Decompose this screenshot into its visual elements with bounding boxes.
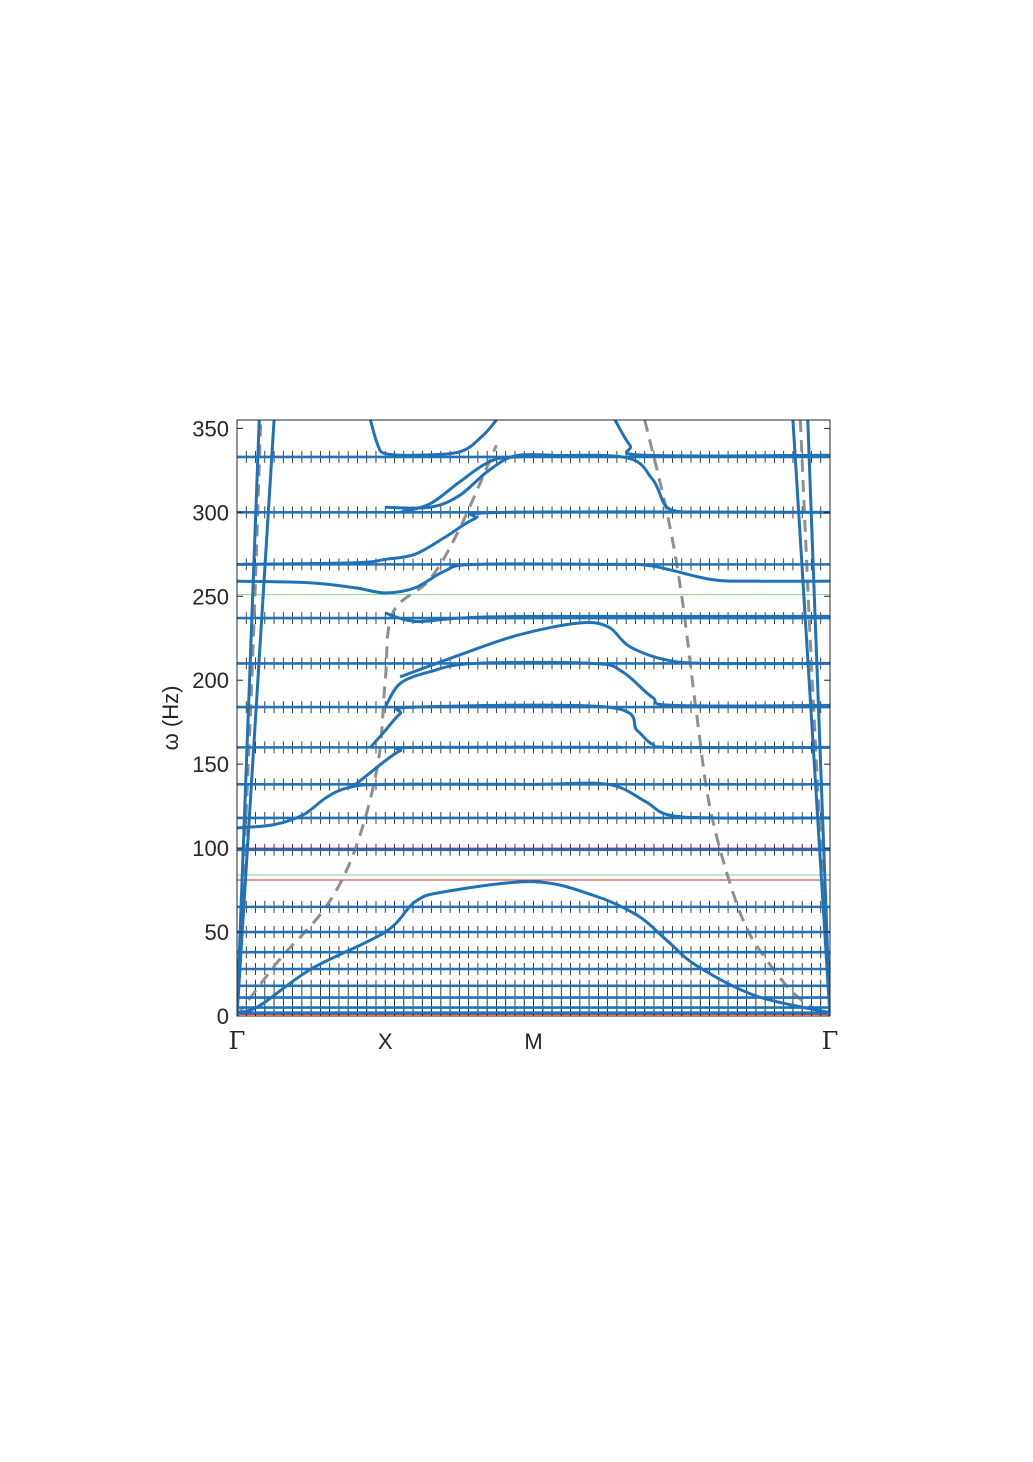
y-tick-label: 0	[217, 1004, 229, 1029]
dispersive-band	[354, 745, 623, 786]
x-tick-label: Γ	[229, 1027, 246, 1055]
linear-band	[806, 420, 830, 1016]
y-axis-label: ω (Hz)	[158, 686, 183, 751]
dashed-lines	[237, 420, 830, 1016]
dispersive-band	[384, 611, 830, 624]
x-tick-label: X	[378, 1029, 393, 1054]
plot-area	[237, 420, 830, 1016]
band-curves	[237, 420, 830, 1016]
dispersive-band	[383, 660, 830, 708]
dispersive-band	[399, 621, 830, 679]
y-tick-label: 100	[192, 836, 229, 861]
linear-band	[237, 420, 276, 1016]
dispersive-band	[237, 781, 830, 830]
dispersive-band	[385, 453, 579, 510]
y-tick-label: 250	[192, 584, 229, 609]
dispersive-band	[399, 453, 690, 514]
y-axis-ticks: 0 50 100 150 200 250 300 350	[192, 416, 830, 1029]
x-tick-label: Γ	[822, 1027, 839, 1055]
dashed-curve	[237, 420, 263, 1016]
dispersive-band	[613, 420, 830, 458]
y-tick-label: 350	[192, 416, 229, 441]
y-tick-label: 300	[192, 500, 229, 525]
cross-markers	[237, 450, 830, 1016]
y-tick-label: 200	[192, 668, 229, 693]
dispersive-band	[237, 562, 830, 595]
dispersive-band	[368, 420, 498, 457]
dispersive-band	[237, 880, 830, 1015]
dashed-curve	[798, 420, 830, 1016]
dispersive-band	[237, 510, 830, 566]
dashed-curve	[643, 420, 830, 1016]
axes-box	[236, 419, 831, 1017]
y-tick-label: 150	[192, 752, 229, 777]
x-tick-label: M	[524, 1029, 542, 1054]
y-tick-label: 50	[205, 920, 229, 945]
dashed-curve	[237, 444, 498, 1016]
dispersive-band	[369, 703, 830, 750]
